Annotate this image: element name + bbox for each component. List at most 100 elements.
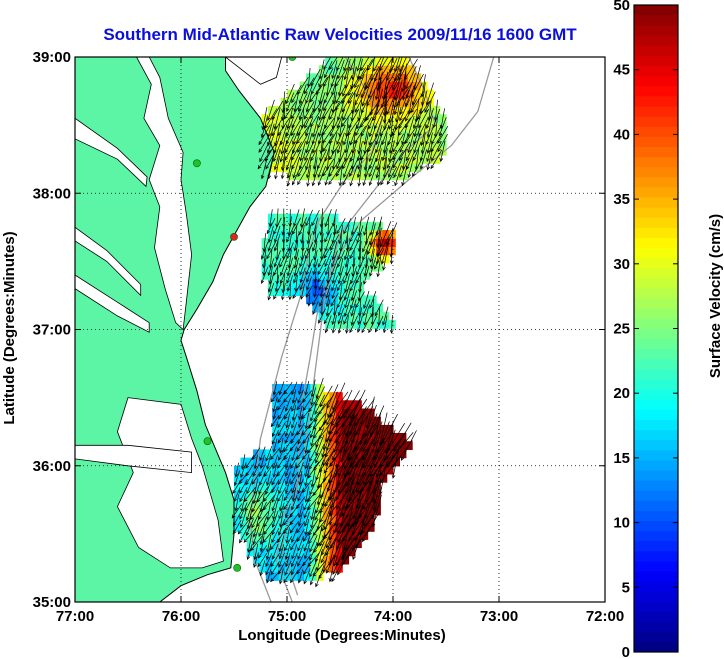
velocity-arrow (245, 463, 255, 477)
velocity-arrow (361, 315, 372, 334)
velocity-arrow (342, 529, 361, 558)
velocity-arrow (258, 501, 267, 521)
velocity-arrow (305, 117, 314, 137)
colorbar-tick-label: 45 (613, 62, 630, 79)
velocity-arrow (319, 385, 333, 408)
velocity-cell (363, 270, 371, 280)
velocity-cell (354, 482, 362, 491)
velocity-arrow (426, 132, 433, 154)
colorbar-segment (634, 15, 678, 26)
velocity-arrows (231, 57, 449, 588)
velocity-arrow (344, 314, 349, 334)
velocity-cell (342, 449, 350, 459)
velocity-arrow (337, 275, 346, 292)
velocity-cell (312, 303, 320, 313)
velocity-arrow (336, 218, 346, 235)
velocity-arrow (373, 439, 393, 469)
velocity-arrow (331, 315, 337, 334)
velocity-cell (297, 547, 305, 557)
velocity-arrow (298, 84, 307, 105)
velocity-cell (316, 555, 324, 565)
velocity-cell (350, 230, 358, 239)
velocity-arrow (275, 208, 279, 228)
velocity-cell (331, 320, 339, 329)
velocity-cell (350, 155, 358, 164)
velocity-arrow (332, 299, 337, 317)
velocity-cell (274, 230, 282, 239)
velocity-cell (337, 73, 345, 83)
velocity-cell (323, 523, 330, 532)
velocity-arrow (305, 84, 313, 104)
velocity-arrow (298, 471, 303, 486)
velocity-cell (329, 441, 337, 450)
velocity-cell (293, 130, 301, 140)
velocity-cell (272, 514, 280, 524)
velocity-cell (388, 81, 396, 91)
velocity-arrow (288, 209, 292, 228)
velocity-arrow (393, 89, 403, 116)
velocity-arrow (426, 140, 434, 163)
velocity-arrow (293, 92, 299, 113)
velocity-cell (274, 163, 282, 173)
velocity-arrow (326, 267, 330, 284)
velocity-arrow (232, 478, 242, 494)
velocity-arrow (401, 149, 407, 171)
velocity-cell (354, 523, 362, 532)
velocity-arrow (240, 462, 247, 479)
velocity-cell (306, 155, 314, 164)
velocity-arrow (375, 133, 383, 154)
velocity-cell (344, 106, 352, 115)
velocity-cell (306, 287, 314, 297)
velocity-cell (291, 555, 299, 565)
velocity-arrow (413, 116, 421, 138)
velocity-arrow (323, 57, 332, 70)
velocity-cell (357, 81, 364, 91)
velocity-arrow (327, 391, 338, 418)
velocity-cell (350, 303, 358, 313)
velocity-cell (304, 433, 311, 442)
velocity-arrow (329, 407, 349, 435)
velocity-cell (293, 254, 301, 264)
station-marker (230, 232, 238, 241)
velocity-cell (376, 97, 383, 107)
velocity-cell (287, 171, 294, 181)
velocity-cell (337, 262, 345, 272)
colorbar-segment (634, 237, 678, 249)
velocity-arrow (262, 233, 267, 253)
velocity-cell (265, 457, 273, 467)
velocity-cell (312, 114, 320, 123)
velocity-cell (274, 138, 282, 148)
colorbar-tick-label: 40 (613, 126, 630, 143)
velocity-cell (323, 457, 330, 467)
y-tick-label: 36:00 (33, 458, 71, 475)
velocity-cell (388, 122, 396, 132)
velocity-cell (272, 384, 280, 393)
colorbar-segment (634, 227, 678, 238)
velocity-arrow (367, 57, 376, 71)
velocity-cell (337, 279, 345, 288)
velocity-arrow (324, 315, 332, 334)
velocity-cell (323, 506, 330, 516)
velocity-cell (335, 441, 343, 450)
velocity-arrow (297, 511, 303, 527)
velocity-arrow (407, 89, 414, 116)
velocity-cell (337, 303, 345, 313)
velocity-cell (297, 384, 305, 393)
velocity-arrow (322, 134, 334, 152)
velocity-cell (272, 572, 280, 581)
velocity-cell (363, 320, 371, 329)
velocity-cell (274, 146, 282, 156)
velocity-arrow (243, 527, 256, 543)
velocity-arrow (306, 67, 311, 88)
velocity-cell (373, 457, 381, 467)
velocity-cell (342, 490, 350, 500)
velocity-arrow (354, 513, 375, 541)
velocity-arrow (391, 117, 405, 137)
velocity-arrow (310, 404, 317, 422)
velocity-cell (253, 498, 261, 508)
velocity-cell (272, 416, 280, 426)
velocity-arrow (342, 99, 352, 121)
velocity-cell (420, 106, 428, 115)
velocity-arrow (373, 57, 382, 72)
velocity-arrow (285, 83, 295, 105)
